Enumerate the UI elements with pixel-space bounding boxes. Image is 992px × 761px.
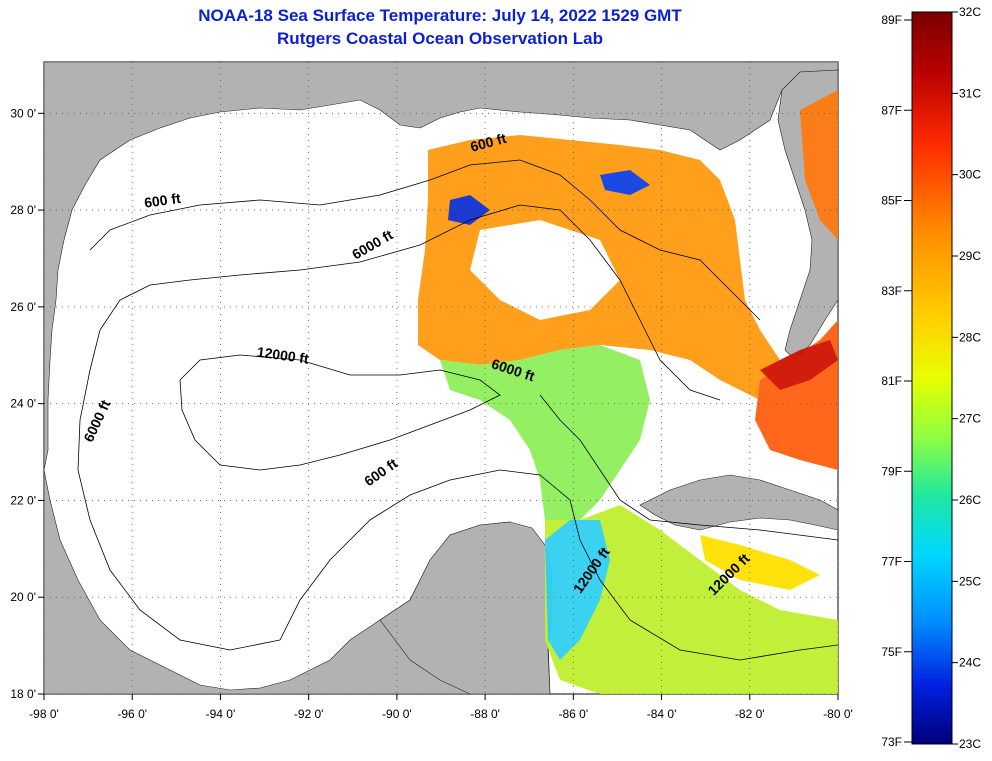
lat-tick-label: 24 0': [10, 397, 36, 411]
longitude-ticks: -98 0' -96 0' -94 0' -92 0' -90 0' -88 0' -86 …: [29, 694, 853, 721]
lon-tick-label: -98 0': [29, 707, 59, 721]
colorbar-f-label: 87F: [881, 103, 902, 117]
sst-patch-cool-strip: [545, 520, 610, 660]
contour-label: 12000 ft: [256, 344, 310, 367]
colorbar-f-label: 81F: [881, 374, 902, 388]
colorbar-f-label: 83F: [881, 284, 902, 298]
map-subtitle: Rutgers Coastal Ocean Observation Lab: [277, 29, 603, 48]
colorbar-celsius-labels: 32C 31C 30C 29C 28C 27C 26C 25C 24C 23C: [952, 5, 981, 751]
contour-6000-east: [539, 394, 838, 541]
contour-12000: [179, 354, 501, 471]
colorbar-f-label: 73F: [881, 735, 902, 749]
lon-tick-label: -82 0': [735, 707, 765, 721]
colorbar-f-label: 79F: [881, 464, 902, 478]
lat-tick-label: 28 0': [10, 203, 36, 217]
lon-tick-label: -96 0': [117, 707, 147, 721]
lon-tick-label: -80 0': [823, 707, 853, 721]
contour-6000-west: [77, 329, 281, 651]
contour-label: 600 ft: [143, 190, 182, 211]
lat-tick-label: 26 0': [10, 300, 36, 314]
sst-patch-atlantic: [800, 90, 838, 240]
sst-patch-keys: [760, 340, 838, 390]
contour-6000-north: [99, 204, 721, 401]
graticule: [44, 62, 838, 694]
colorbar-f-label: 77F: [881, 555, 902, 569]
colorbar-c-label: 29C: [959, 249, 981, 263]
lon-tick-label: -92 0': [294, 707, 324, 721]
colorbar-c-label: 31C: [959, 86, 981, 100]
sst-patch-cuba-south: [700, 535, 820, 590]
colorbar-c-label: 28C: [959, 330, 981, 344]
colorbar-f-label: 89F: [881, 13, 902, 27]
colorbar-c-label: 26C: [959, 493, 981, 507]
sst-patch-cloud-blue-2: [600, 170, 650, 195]
land-cuba: [639, 474, 838, 531]
colorbar-c-label: 24C: [959, 656, 981, 670]
sst-patch-west-channel: [545, 505, 838, 694]
map-title: NOAA-18 Sea Surface Temperature: July 14…: [198, 6, 682, 25]
lon-tick-label: -86 0': [559, 707, 589, 721]
contour-600-south: [279, 469, 581, 641]
lat-tick-label: 30 0': [10, 106, 36, 120]
colorbar-f-label: 75F: [881, 645, 902, 659]
land-yucatan: [379, 521, 553, 694]
colorbar-scale: [911, 11, 953, 745]
colorbar-c-label: 23C: [959, 737, 981, 751]
colorbar-c-label: 32C: [959, 5, 981, 19]
colorbar-c-label: 25C: [959, 574, 981, 588]
lat-tick-label: 18 0': [10, 687, 36, 701]
lon-tick-label: -94 0': [206, 707, 236, 721]
lon-tick-label: -90 0': [382, 707, 412, 721]
latitude-ticks: 18 0' 20 0' 22 0' 24 0' 26 0' 28 0' 30 0': [10, 106, 44, 701]
lat-tick-label: 20 0': [10, 590, 36, 604]
contour-12000-south: [579, 539, 838, 661]
lon-tick-label: -84 0': [647, 707, 677, 721]
sst-data: [418, 90, 838, 694]
colorbar-fahrenheit-labels: 89F 87F 85F 83F 81F 79F 77F 75F 73F: [881, 13, 912, 749]
sst-patch-cloud-white: [470, 220, 620, 320]
contour-600-north: [89, 159, 761, 321]
lon-tick-label: -88 0': [470, 707, 500, 721]
bathymetry-contours: [77, 159, 838, 661]
lat-tick-label: 22 0': [10, 493, 36, 507]
colorbar-c-label: 27C: [959, 412, 981, 426]
land-us-gulf-coast: [44, 62, 838, 471]
colorbar-f-label: 85F: [881, 194, 902, 208]
colorbar-c-label: 30C: [959, 168, 981, 182]
